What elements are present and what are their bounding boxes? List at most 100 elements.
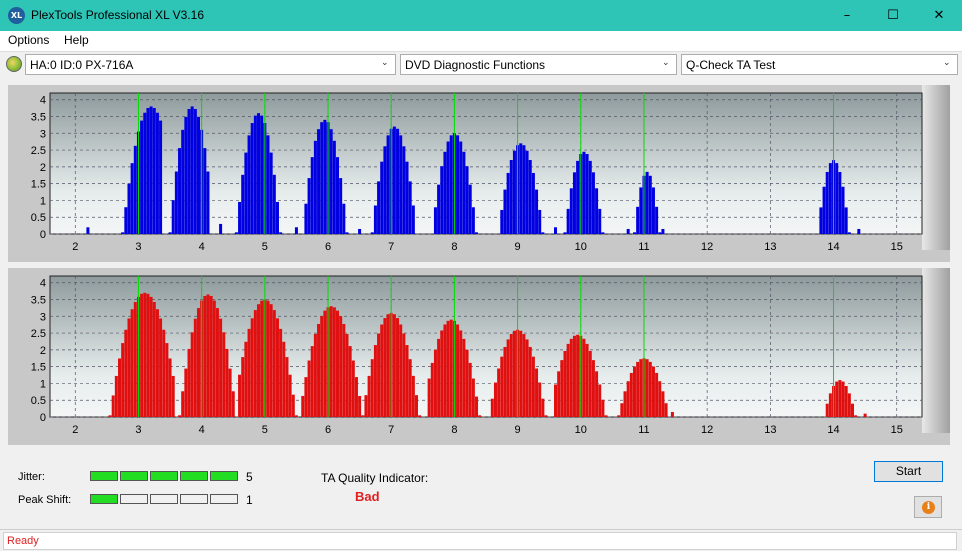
meter-segment-filled [210,471,238,481]
data-bar [323,310,327,417]
data-bar [446,320,450,417]
data-bar [437,184,441,234]
data-bar [228,368,232,417]
y-tick-label: 4 [40,95,46,107]
data-bar [155,309,159,417]
data-bar [471,378,475,417]
data-bar [250,123,254,234]
meter-segment-filled [150,471,178,481]
data-bar [576,334,580,417]
data-bar [408,359,412,417]
data-bar [332,307,336,417]
data-bar [512,330,516,417]
data-bar [152,302,156,417]
close-button[interactable]: ✕ [933,8,945,23]
x-tick-label: 2 [72,241,78,253]
data-bar [563,350,567,417]
data-bar [411,375,415,417]
drive-select[interactable]: HA:0 ID:0 PX-716A ⌄ [25,54,396,75]
data-bar [178,415,182,417]
meter-segment-empty [180,494,208,504]
data-bar [541,232,545,234]
data-bar [399,135,403,234]
info-button[interactable]: i [914,496,942,518]
test-select-value: Q-Check TA Test [686,58,776,72]
data-bar [203,295,207,417]
x-tick-label: 3 [135,424,141,436]
data-bar [658,232,662,234]
menu-help[interactable]: Help [64,33,89,47]
data-bar [279,328,283,417]
data-bar [433,207,437,234]
data-bar [528,346,532,417]
x-tick-label: 13 [764,241,776,253]
data-bar [528,160,532,234]
title-bar: XL PlexTools Professional XL V3.16 – ☐ ✕ [0,0,962,31]
data-bar [247,135,251,234]
data-bar [373,205,377,234]
data-bar [342,203,346,234]
ta-quality-result: Bad [355,489,380,504]
data-bar [354,377,358,417]
data-bar [838,380,842,417]
chevron-down-icon: ⌄ [381,58,389,68]
data-bar [190,332,194,417]
data-bar [320,122,324,234]
data-bar [114,375,118,417]
data-bar [253,115,257,234]
maximize-button[interactable]: ☐ [887,8,899,23]
data-bar [588,350,592,417]
data-bar [427,378,431,417]
data-bar [509,334,513,417]
y-tick-label: 3.5 [31,295,46,307]
pit-jitter-chart-panel: 0 0.5 1 1.5 2 2.5 3 3.5 4 2 3 4 5 6 7 8 9 10 11 12 13 14 15 [8,268,950,445]
data-bar [440,330,444,417]
minimize-button[interactable]: – [843,8,851,23]
meter-segment-empty [210,494,238,504]
x-tick-label: 8 [451,424,457,436]
data-bar [632,366,636,417]
data-bar [301,395,305,417]
data-bar [342,323,346,417]
data-bar [193,318,197,417]
y-tick-label: 0 [40,229,46,241]
menu-options[interactable]: Options [8,33,50,47]
data-bar [844,385,848,417]
data-bar [503,189,507,234]
data-bar [835,163,839,234]
data-bar [206,294,210,417]
data-bar [506,172,510,234]
data-bar [572,172,576,234]
data-bar [364,395,368,417]
y-tick-label: 4 [40,278,46,290]
data-bar [825,403,829,417]
data-bar [307,360,311,417]
data-bar [178,148,182,234]
data-bar [538,209,542,234]
data-bar [152,108,156,234]
data-bar [645,171,649,234]
start-button[interactable]: Start [874,461,943,482]
data-bar [598,384,602,417]
data-bar [196,308,200,417]
data-bar [358,228,362,234]
x-tick-label: 2 [72,424,78,436]
x-tick-label: 10 [575,241,587,253]
data-bar [332,140,336,234]
data-bar [399,324,403,417]
data-bar [336,157,340,234]
function-select[interactable]: DVD Diagnostic Functions ⌄ [400,54,677,75]
data-bar [260,300,264,417]
data-bar [531,172,535,234]
data-bar [86,227,90,234]
data-bar [402,333,406,417]
x-tick-label: 14 [827,424,839,436]
data-bar [392,126,396,234]
y-tick-label: 2.5 [31,328,46,340]
test-select[interactable]: Q-Check TA Test ⌄ [681,54,958,75]
y-tick-label: 1 [40,378,46,390]
x-tick-label: 15 [891,241,903,253]
data-bar [294,227,298,234]
data-bar [651,187,655,234]
data-bar [604,415,608,417]
